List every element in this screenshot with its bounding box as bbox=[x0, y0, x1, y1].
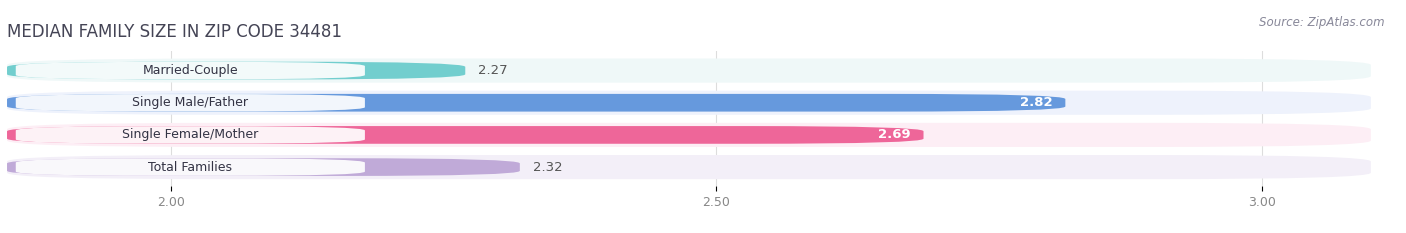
FancyBboxPatch shape bbox=[15, 126, 366, 144]
FancyBboxPatch shape bbox=[7, 62, 465, 79]
FancyBboxPatch shape bbox=[7, 158, 520, 176]
Text: Total Families: Total Families bbox=[148, 161, 232, 174]
FancyBboxPatch shape bbox=[15, 94, 366, 111]
Text: 2.27: 2.27 bbox=[478, 64, 508, 77]
Text: Single Female/Mother: Single Female/Mother bbox=[122, 128, 259, 141]
FancyBboxPatch shape bbox=[15, 158, 366, 176]
Text: 2.32: 2.32 bbox=[533, 161, 562, 174]
Text: Single Male/Father: Single Male/Father bbox=[132, 96, 249, 109]
FancyBboxPatch shape bbox=[15, 62, 366, 79]
Text: Married-Couple: Married-Couple bbox=[142, 64, 238, 77]
Text: 2.82: 2.82 bbox=[1019, 96, 1052, 109]
FancyBboxPatch shape bbox=[7, 58, 1371, 83]
FancyBboxPatch shape bbox=[7, 123, 1371, 147]
Text: Source: ZipAtlas.com: Source: ZipAtlas.com bbox=[1260, 16, 1385, 29]
FancyBboxPatch shape bbox=[7, 155, 1371, 179]
Text: MEDIAN FAMILY SIZE IN ZIP CODE 34481: MEDIAN FAMILY SIZE IN ZIP CODE 34481 bbox=[7, 23, 342, 41]
FancyBboxPatch shape bbox=[7, 126, 924, 144]
Text: 2.69: 2.69 bbox=[877, 128, 911, 141]
FancyBboxPatch shape bbox=[7, 94, 1066, 112]
FancyBboxPatch shape bbox=[7, 91, 1371, 115]
